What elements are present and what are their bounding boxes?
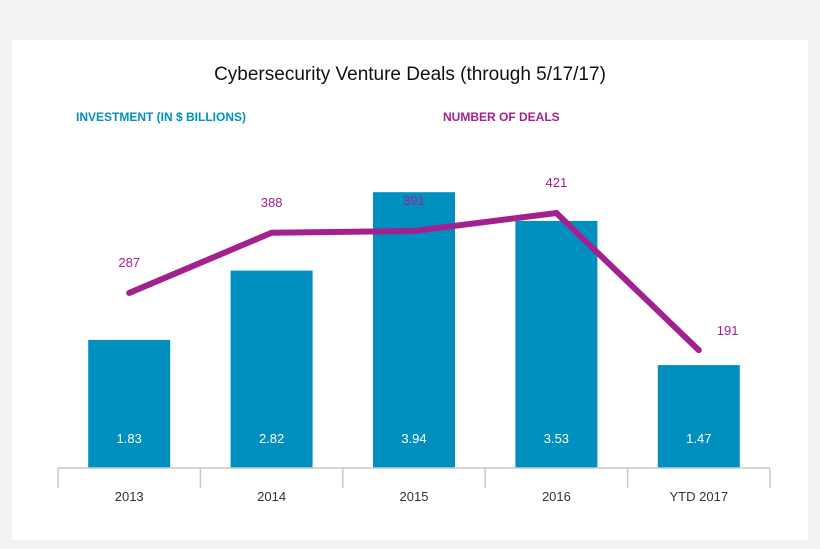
x-axis: 2013 2014 2015 2016 YTD 2017 xyxy=(57,467,771,504)
bar-investment xyxy=(230,270,313,468)
bar-investment xyxy=(88,339,171,468)
deals-line-layer: 287 388 391 421 191 xyxy=(118,175,739,354)
x-tick-label: 2014 xyxy=(257,489,286,504)
chart-card: Cybersecurity Venture Deals (through 5/1… xyxy=(12,40,808,540)
deal-value-label: 421 xyxy=(546,175,568,190)
bar-value-label: 1.83 xyxy=(117,431,142,446)
deal-value-label: 391 xyxy=(403,193,425,208)
legend-deals: NUMBER OF DEALS xyxy=(443,110,560,124)
bars-layer: 1.83 2.82 3.94 3.53 1.47 xyxy=(88,192,740,468)
bar-value-label: 3.94 xyxy=(401,431,426,446)
legend-investment: INVESTMENT (IN $ BILLIONS) xyxy=(76,110,246,124)
bar-investment xyxy=(515,220,598,468)
chart-title: Cybersecurity Venture Deals (through 5/1… xyxy=(214,64,606,85)
x-tick-label: 2015 xyxy=(400,489,429,504)
bar-value-label: 1.47 xyxy=(686,431,711,446)
x-tick-label: YTD 2017 xyxy=(670,489,729,504)
combo-chart: Cybersecurity Venture Deals (through 5/1… xyxy=(57,64,771,504)
bar-value-label: 3.53 xyxy=(544,431,569,446)
deals-line xyxy=(126,209,702,354)
deal-value-label: 191 xyxy=(717,323,739,338)
bar-investment xyxy=(373,192,455,468)
bar-value-label: 2.82 xyxy=(259,431,284,446)
deal-value-label: 388 xyxy=(261,195,283,210)
deal-value-label: 287 xyxy=(118,255,140,270)
bar-investment xyxy=(657,365,740,468)
x-tick-label: 2016 xyxy=(542,489,571,504)
x-tick-label: 2013 xyxy=(115,489,144,504)
